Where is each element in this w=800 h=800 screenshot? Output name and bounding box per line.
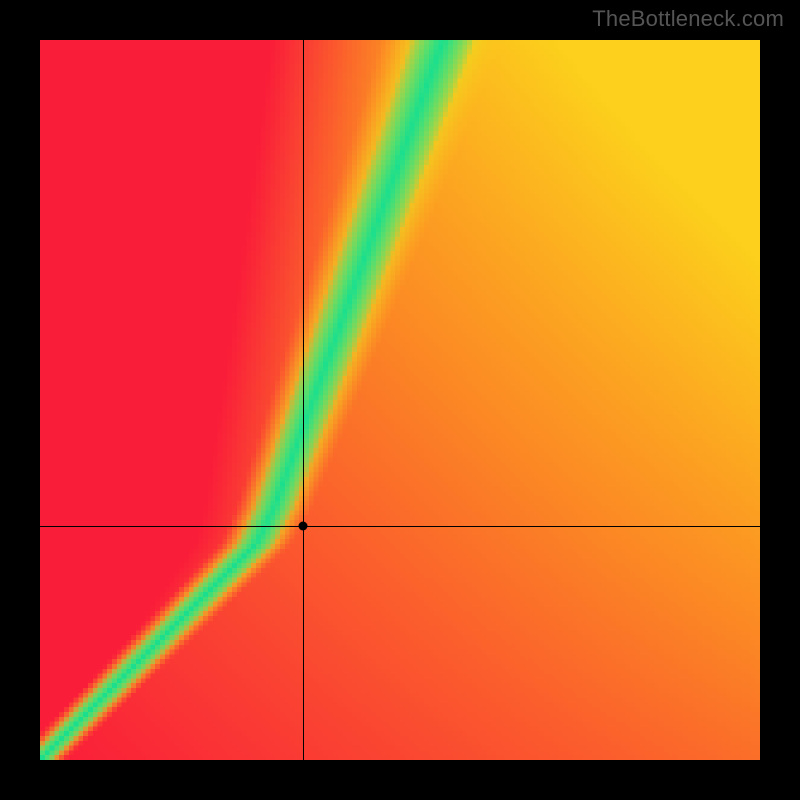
bottleneck-heatmap [40,40,760,760]
heatmap-canvas [40,40,760,760]
watermark-text: TheBottleneck.com [592,6,784,32]
crosshair-horizontal [40,526,760,527]
crosshair-marker-dot [298,522,307,531]
crosshair-vertical [303,40,304,760]
